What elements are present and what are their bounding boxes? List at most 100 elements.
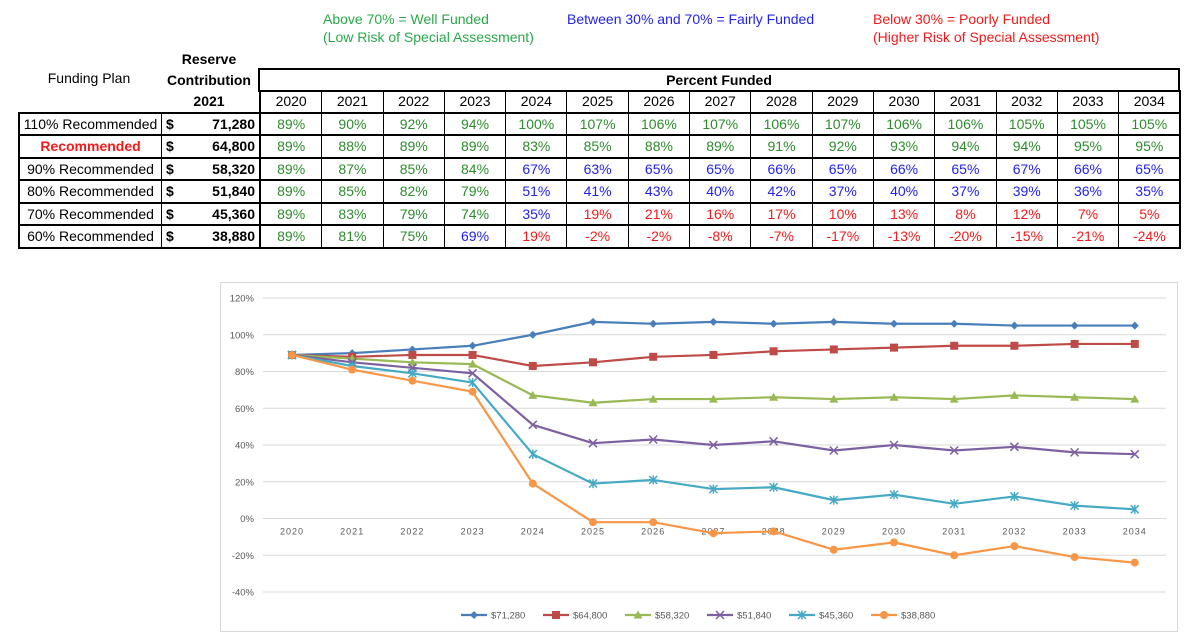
dollar-sign: $ — [166, 228, 174, 245]
percent-cell: 8% — [934, 201, 997, 226]
percent-cell: 92% — [382, 111, 445, 136]
data-point — [1009, 442, 1019, 452]
percent-cell: 19% — [505, 224, 568, 249]
note-line: Below 30% = Poorly Funded — [873, 11, 1051, 27]
contribution-amount: $51,840 — [161, 179, 261, 204]
data-point — [408, 350, 417, 359]
percent-cell: 83% — [505, 134, 568, 159]
funding-table-body: 2020 2021 2022 2023 2024 2025 2026 2027 2028 2029… — [18, 90, 1182, 249]
data-point — [769, 527, 778, 536]
table-row: 90% Recommended $58,320 89% 87% 85% 84% 67% 63%… — [18, 156, 1182, 181]
amount: 58,320 — [212, 160, 255, 177]
data-point — [829, 394, 839, 403]
percent-cell: 88% — [627, 134, 691, 159]
percent-cell: 40% — [872, 179, 936, 204]
data-point — [1010, 341, 1019, 350]
percent-cell: -20% — [934, 224, 997, 249]
contrib-year-cell — [161, 90, 261, 113]
data-point — [829, 345, 838, 354]
percent-cell: 93% — [872, 134, 936, 159]
well-funded-note: Above 70% = Well Funded (Low Risk of Spe… — [323, 10, 534, 46]
percent-cell: 65% — [811, 156, 874, 181]
data-point — [1130, 449, 1140, 459]
legend-label: $71,280 — [491, 611, 525, 622]
data-point — [588, 398, 598, 407]
data-point — [949, 394, 959, 403]
data-point — [648, 394, 658, 403]
y-tick-label: 20% — [235, 477, 255, 488]
legend-label: $51,840 — [737, 611, 771, 622]
data-point — [1070, 321, 1079, 330]
y-tick-label: 0% — [240, 514, 254, 525]
percent-cell: -8% — [689, 224, 752, 249]
data-point — [950, 551, 959, 560]
table-row: 80% Recommended $51,840 89% 85% 82% 79% 51% 41%… — [18, 179, 1182, 204]
data-point — [1130, 504, 1140, 514]
data-point — [769, 436, 779, 446]
percent-cell: 89% — [259, 111, 323, 136]
data-point — [589, 358, 597, 367]
note-line: (Low Risk of Special Assessment) — [323, 29, 534, 45]
data-point — [708, 440, 718, 450]
data-point — [589, 518, 597, 527]
data-point — [588, 438, 598, 448]
data-point — [649, 352, 658, 361]
data-point — [890, 343, 898, 352]
data-point — [648, 475, 658, 485]
data-point — [1010, 321, 1019, 330]
data-point — [950, 341, 959, 350]
percent-cell: 65% — [1118, 156, 1182, 181]
data-point — [468, 387, 477, 396]
percent-cell: 89% — [259, 201, 323, 226]
y-tick-label: 80% — [235, 367, 255, 378]
legend-marker — [715, 610, 725, 620]
poorly-funded-note: Below 30% = Poorly Funded (Higher Risk o… — [873, 10, 1099, 46]
percent-cell: 66% — [872, 156, 936, 181]
legend-marker — [797, 610, 807, 620]
percent-cell: -2% — [627, 224, 691, 249]
percent-cell: 66% — [1056, 156, 1120, 181]
amount: 71,280 — [212, 115, 255, 132]
year-header: 2027 — [689, 90, 752, 114]
percent-cell: 89% — [382, 134, 445, 159]
data-point — [468, 350, 477, 359]
data-point — [949, 499, 959, 509]
year-header: 2021 — [321, 90, 384, 114]
data-point — [649, 518, 658, 527]
data-point — [407, 357, 417, 366]
data-point — [890, 538, 898, 547]
percent-cell: 107% — [811, 111, 874, 136]
percent-cell: 65% — [627, 156, 691, 181]
plan-name: 80% Recommended — [18, 179, 162, 204]
y-tick-label: -40% — [232, 588, 255, 599]
y-tick-label: -20% — [232, 551, 255, 562]
series-line — [291, 320, 1135, 357]
funding-table: Percent Funded — [258, 68, 1180, 92]
dollar-sign: $ — [166, 205, 174, 222]
percent-cell: -17% — [811, 224, 874, 249]
data-point — [889, 440, 899, 450]
data-point — [1070, 447, 1080, 457]
dollar-sign: $ — [166, 183, 174, 200]
percent-cell: 42% — [750, 179, 813, 204]
data-point — [890, 319, 898, 328]
note-line: Above 70% = Well Funded — [323, 11, 489, 27]
plan-name: 90% Recommended — [18, 156, 162, 181]
data-point — [468, 359, 478, 368]
data-point — [1009, 491, 1019, 501]
percent-cell: 89% — [259, 156, 323, 181]
contribution-amount: $58,320 — [161, 156, 261, 181]
percent-cell: 51% — [505, 179, 568, 204]
percent-cell: 106% — [627, 111, 691, 136]
note-line: (Higher Risk of Special Assessment) — [873, 29, 1100, 45]
percent-cell: 63% — [566, 156, 629, 181]
data-point — [1130, 394, 1140, 403]
percent-cell: 94% — [995, 134, 1058, 159]
percent-cell: 37% — [811, 179, 874, 204]
data-point — [589, 317, 597, 326]
data-point — [528, 361, 537, 370]
percent-cell: 35% — [505, 201, 568, 226]
percent-cell: 5% — [1118, 201, 1182, 226]
percent-cell: 105% — [1118, 111, 1182, 136]
percent-cell: 91% — [750, 134, 813, 159]
